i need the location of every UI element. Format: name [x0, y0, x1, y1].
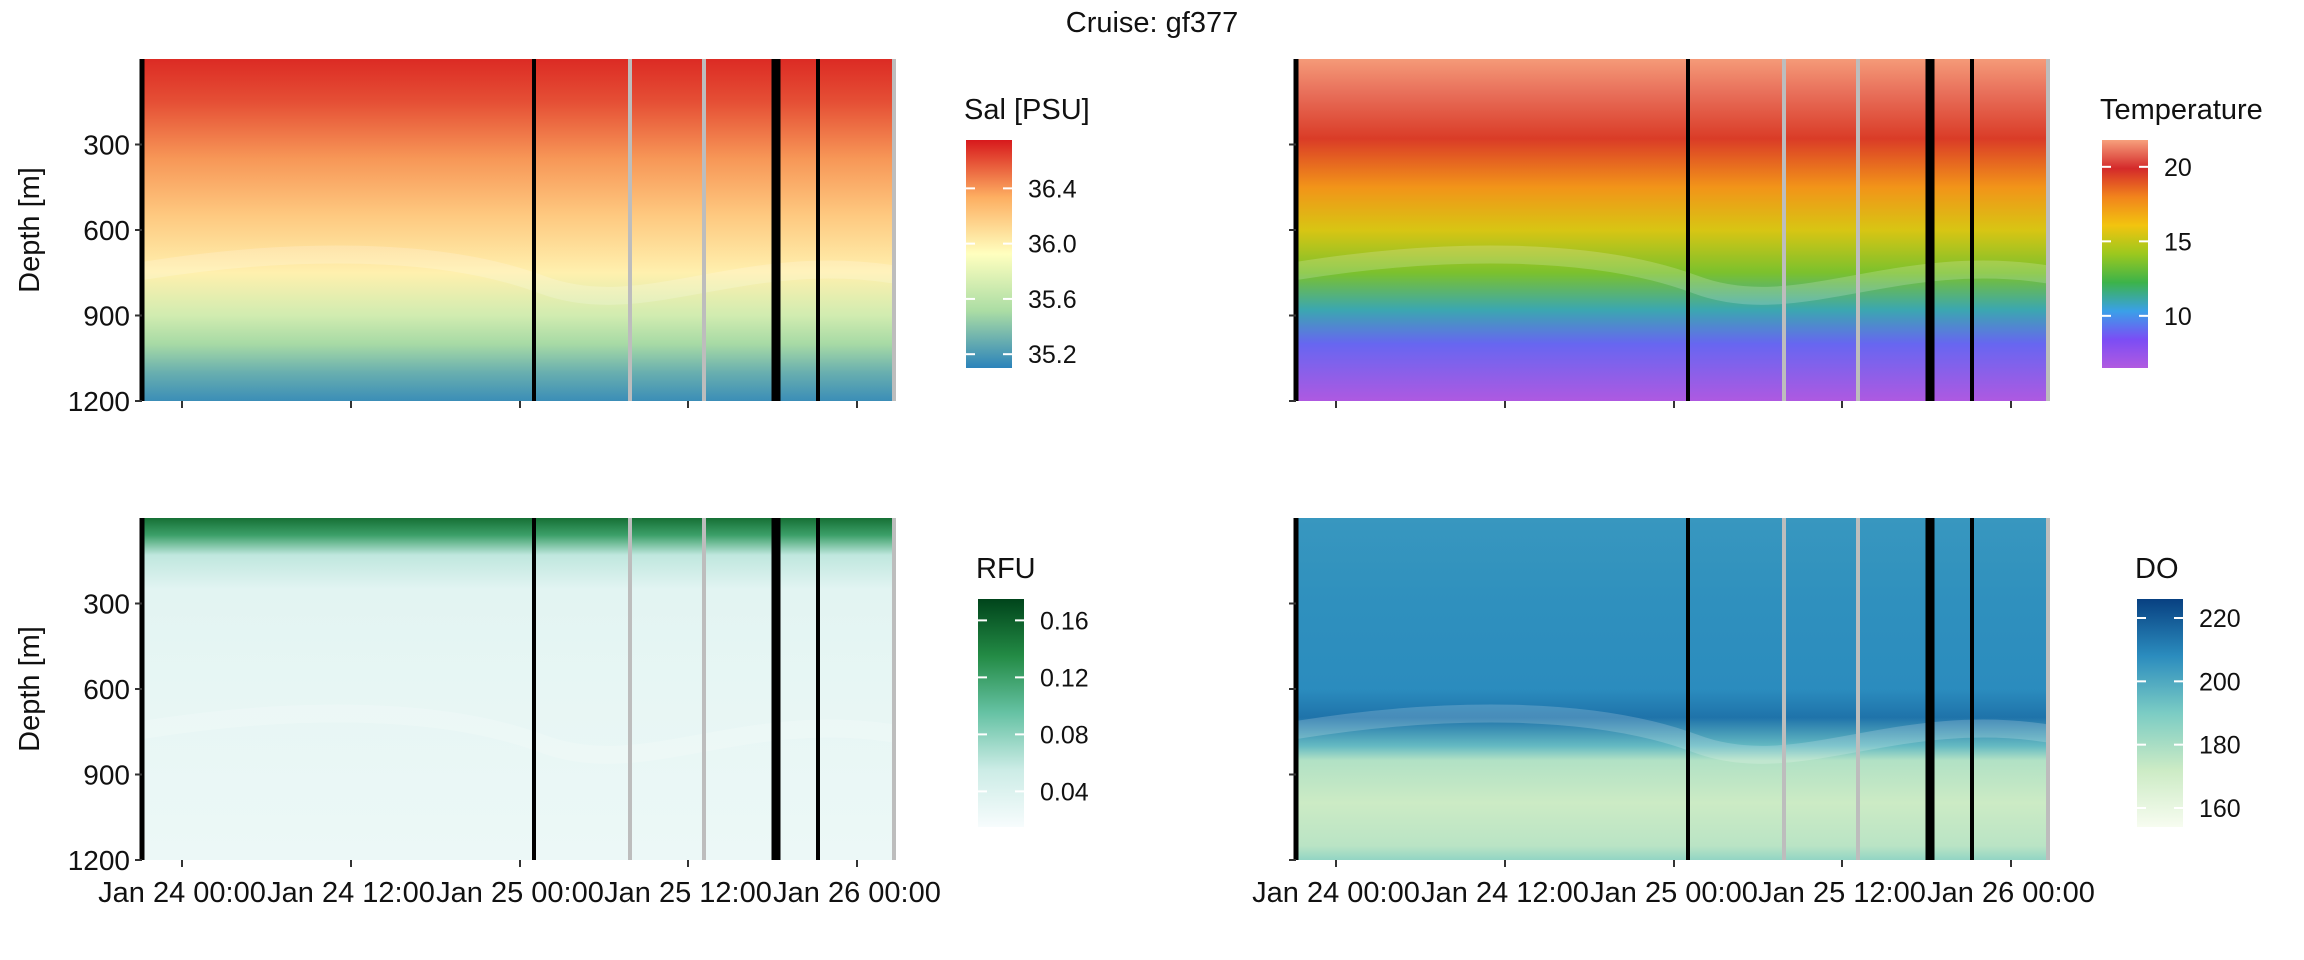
- y-axis-label: Depth [m]: [14, 626, 46, 752]
- legend: Temperature 20 15 10: [2100, 94, 2263, 368]
- colorbar-tick-label: 0.08: [1040, 721, 1089, 749]
- colorbar-tick-label: 0.16: [1040, 607, 1089, 635]
- y-tick-label: 600: [83, 215, 130, 246]
- legend: DO 220 200 180 160: [2135, 553, 2241, 827]
- legend-title: RFU: [976, 553, 1036, 585]
- x-tick-label: Jan 26 00:00: [1927, 877, 2095, 909]
- panel-salinity: 300 600 900 1200 Depth [m] Sal [PSU] 36.4 36.0 3…: [14, 59, 1090, 417]
- colorbar: [2137, 599, 2183, 827]
- x-tick-label: Jan 25 12:00: [604, 877, 772, 909]
- y-axis-label: Depth [m]: [14, 167, 46, 293]
- heatmap-field: [1296, 59, 2048, 401]
- x-tick-label: Jan 24 00:00: [98, 877, 266, 909]
- colorbar-tick-label: 160: [2199, 795, 2241, 823]
- heatmap-field: [142, 59, 894, 401]
- x-tick-label: Jan 26 00:00: [773, 877, 941, 909]
- y-tick-label: 300: [83, 589, 130, 620]
- contour-band: [140, 245, 896, 305]
- colorbar-tick-label: 220: [2199, 605, 2241, 633]
- legend-title: Temperature: [2100, 94, 2263, 126]
- colorbar: [978, 599, 1024, 827]
- figure-title: Cruise: gf377: [1066, 7, 1239, 39]
- x-tick-label: Jan 24 12:00: [267, 877, 435, 909]
- colorbar-tick-label: 35.2: [1028, 341, 1077, 369]
- x-tick-label: Jan 25 12:00: [1758, 877, 1926, 909]
- y-tick-label: 300: [83, 130, 130, 161]
- y-tick-label: 900: [83, 301, 130, 332]
- x-tick-label: Jan 25 00:00: [436, 877, 604, 909]
- colorbar-tick-label: 0.12: [1040, 664, 1089, 692]
- colorbar-tick-label: 35.6: [1028, 286, 1077, 314]
- legend: Sal [PSU] 36.4 36.0 35.6 35.2: [964, 94, 1090, 369]
- x-tick-label: Jan 24 00:00: [1252, 877, 1420, 909]
- contour-band: [140, 704, 896, 764]
- colorbar: [966, 140, 1012, 368]
- colorbar-tick-label: 0.04: [1040, 778, 1089, 806]
- colorbar-tick-label: 36.0: [1028, 231, 1077, 259]
- panel-dissolved_oxygen: Jan 24 00:00 Jan 24 12:00 Jan 25 00:00 Jan …: [1252, 518, 2241, 909]
- colorbar-tick-label: 20: [2164, 154, 2192, 182]
- panels: 300 600 900 1200 Depth [m] Sal [PSU] 36.4 36.0 3…: [14, 59, 2263, 909]
- x-tick-label: Jan 24 12:00: [1421, 877, 1589, 909]
- legend-title: Sal [PSU]: [964, 94, 1090, 126]
- colorbar-tick-label: 36.4: [1028, 175, 1077, 203]
- colorbar-tick-label: 180: [2199, 732, 2241, 760]
- heatmap-field: [142, 518, 894, 860]
- y-tick-label: 1200: [68, 845, 130, 876]
- colorbar-tick-label: 15: [2164, 228, 2192, 256]
- contour-band: [1294, 704, 2050, 764]
- y-tick-label: 900: [83, 760, 130, 791]
- colorbar-tick-label: 200: [2199, 668, 2241, 696]
- contour-band: [1294, 245, 2050, 305]
- x-tick-label: Jan 25 00:00: [1590, 877, 1758, 909]
- heatmap-field: [1296, 518, 2048, 860]
- colorbar-tick-label: 10: [2164, 303, 2192, 331]
- panel-temperature: Temperature 20 15 10: [1289, 59, 2263, 408]
- y-tick-label: 1200: [68, 386, 130, 417]
- y-tick-label: 600: [83, 674, 130, 705]
- legend-title: DO: [2135, 553, 2179, 585]
- colorbar: [2102, 140, 2148, 368]
